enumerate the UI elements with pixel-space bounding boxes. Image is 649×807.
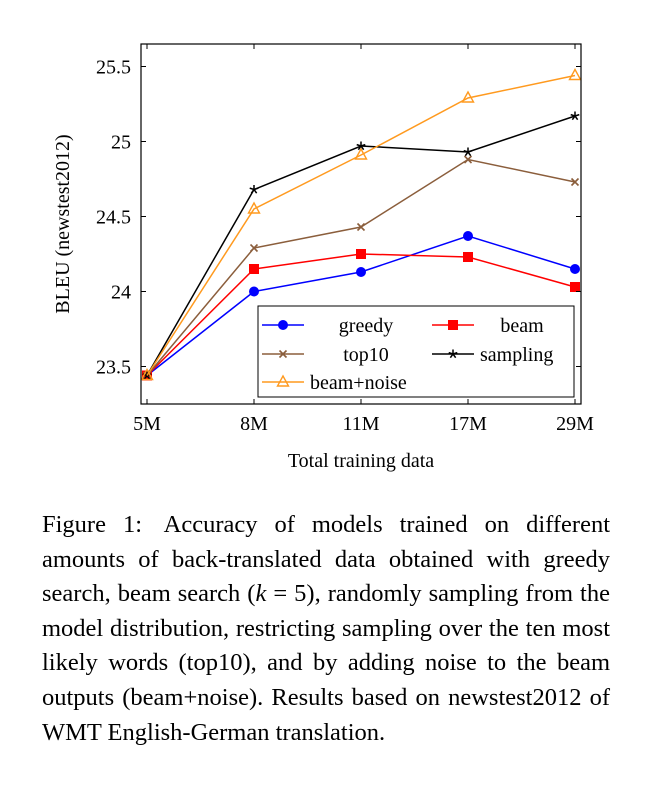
point-top10-1-glyph [249, 243, 259, 253]
legend-label-beam: beam [500, 315, 544, 337]
x-tick-label-4: 29M [556, 413, 594, 435]
point-beam-noise-3 [461, 90, 475, 103]
caption-label: Figure 1: [42, 511, 143, 538]
x-tick-label-0: 5M [133, 413, 161, 435]
x-tick-label-3: 17M [449, 413, 487, 435]
figure-caption: Figure 1: Accuracy of models trained on … [42, 508, 610, 750]
y-tick-label-1: 24 [111, 282, 131, 304]
point-top10-4-glyph [570, 177, 580, 187]
point-sampling-1-glyph [249, 185, 259, 194]
legend-marker-beam [448, 320, 458, 330]
series-layer [140, 68, 582, 381]
point-top10-2 [356, 222, 366, 232]
point-beam-noise-2 [354, 147, 368, 160]
legend-label-sampling: sampling [480, 344, 553, 366]
legend-marker-greedy [278, 320, 288, 330]
x-tick-label-2: 11M [342, 413, 379, 435]
point-sampling-1 [249, 185, 259, 194]
point-sampling-4-glyph [570, 111, 580, 121]
legend-box [257, 305, 575, 398]
point-top10-4 [570, 177, 580, 187]
caption-k-symbol: k [255, 580, 267, 608]
point-sampling-3 [463, 147, 473, 157]
point-beam-3 [463, 252, 473, 262]
point-sampling-2-glyph [356, 141, 366, 151]
legend-label-top10: top10 [343, 344, 389, 366]
y-tick-label-4: 25.5 [96, 57, 131, 79]
legend-marker-beam-noise [276, 374, 290, 387]
point-top10-2-glyph [356, 222, 366, 232]
point-greedy-1 [249, 286, 259, 297]
point-beam-noise-1 [247, 201, 261, 214]
bleu-line-chart: 23.5 24 24.5 25 25.5 5M 8M 11M 17M 29M Total trai… [52, 43, 594, 472]
caption-text-2: ), randomly sampling from the model dist… [42, 580, 610, 746]
y-axis-label: BLEU (newstest2012) [52, 134, 74, 313]
point-greedy-4 [570, 264, 580, 274]
point-top10-3-glyph [463, 155, 473, 164]
point-beam-1 [249, 264, 259, 274]
point-beam-noise-0 [140, 368, 154, 381]
point-sampling-4 [570, 111, 580, 121]
point-greedy-2 [356, 267, 366, 277]
point-top10-3 [463, 155, 473, 164]
point-top10-1 [249, 243, 259, 253]
point-beam-4 [570, 282, 580, 292]
caption-text-1: Accuracy of models trained on different … [42, 511, 611, 608]
legend-marker-top10-glyph [278, 349, 288, 359]
y-tick-label-0: 23.5 [96, 357, 131, 379]
point-greedy-3 [463, 231, 473, 241]
caption-equals: = [266, 580, 295, 608]
point-beam-noise-4 [568, 68, 582, 81]
ticks-layer: 23.5 24 24.5 25 25.5 5M 8M 11M 17M 29M [96, 44, 594, 435]
caption-k-value: 5 [294, 580, 307, 608]
y-tick-label-3: 25 [111, 132, 131, 154]
point-sampling-2 [356, 141, 366, 151]
series-line-beam-noise [146, 74, 576, 376]
legend: greedy beam top10 sampling beam+noise [257, 305, 575, 398]
legend-marker-sampling-glyph [448, 349, 458, 359]
legend-marker-top10 [278, 349, 288, 359]
legend-label-greedy: greedy [339, 315, 393, 337]
legend-label-beam-noise: beam+noise [310, 372, 407, 394]
x-tick-label-1: 8M [240, 413, 268, 435]
y-tick-label-2: 24.5 [96, 207, 131, 229]
point-beam-2 [356, 249, 366, 259]
legend-marker-sampling [448, 349, 458, 359]
point-sampling-3-glyph [463, 147, 473, 157]
x-axis-label: Total training data [288, 450, 434, 472]
